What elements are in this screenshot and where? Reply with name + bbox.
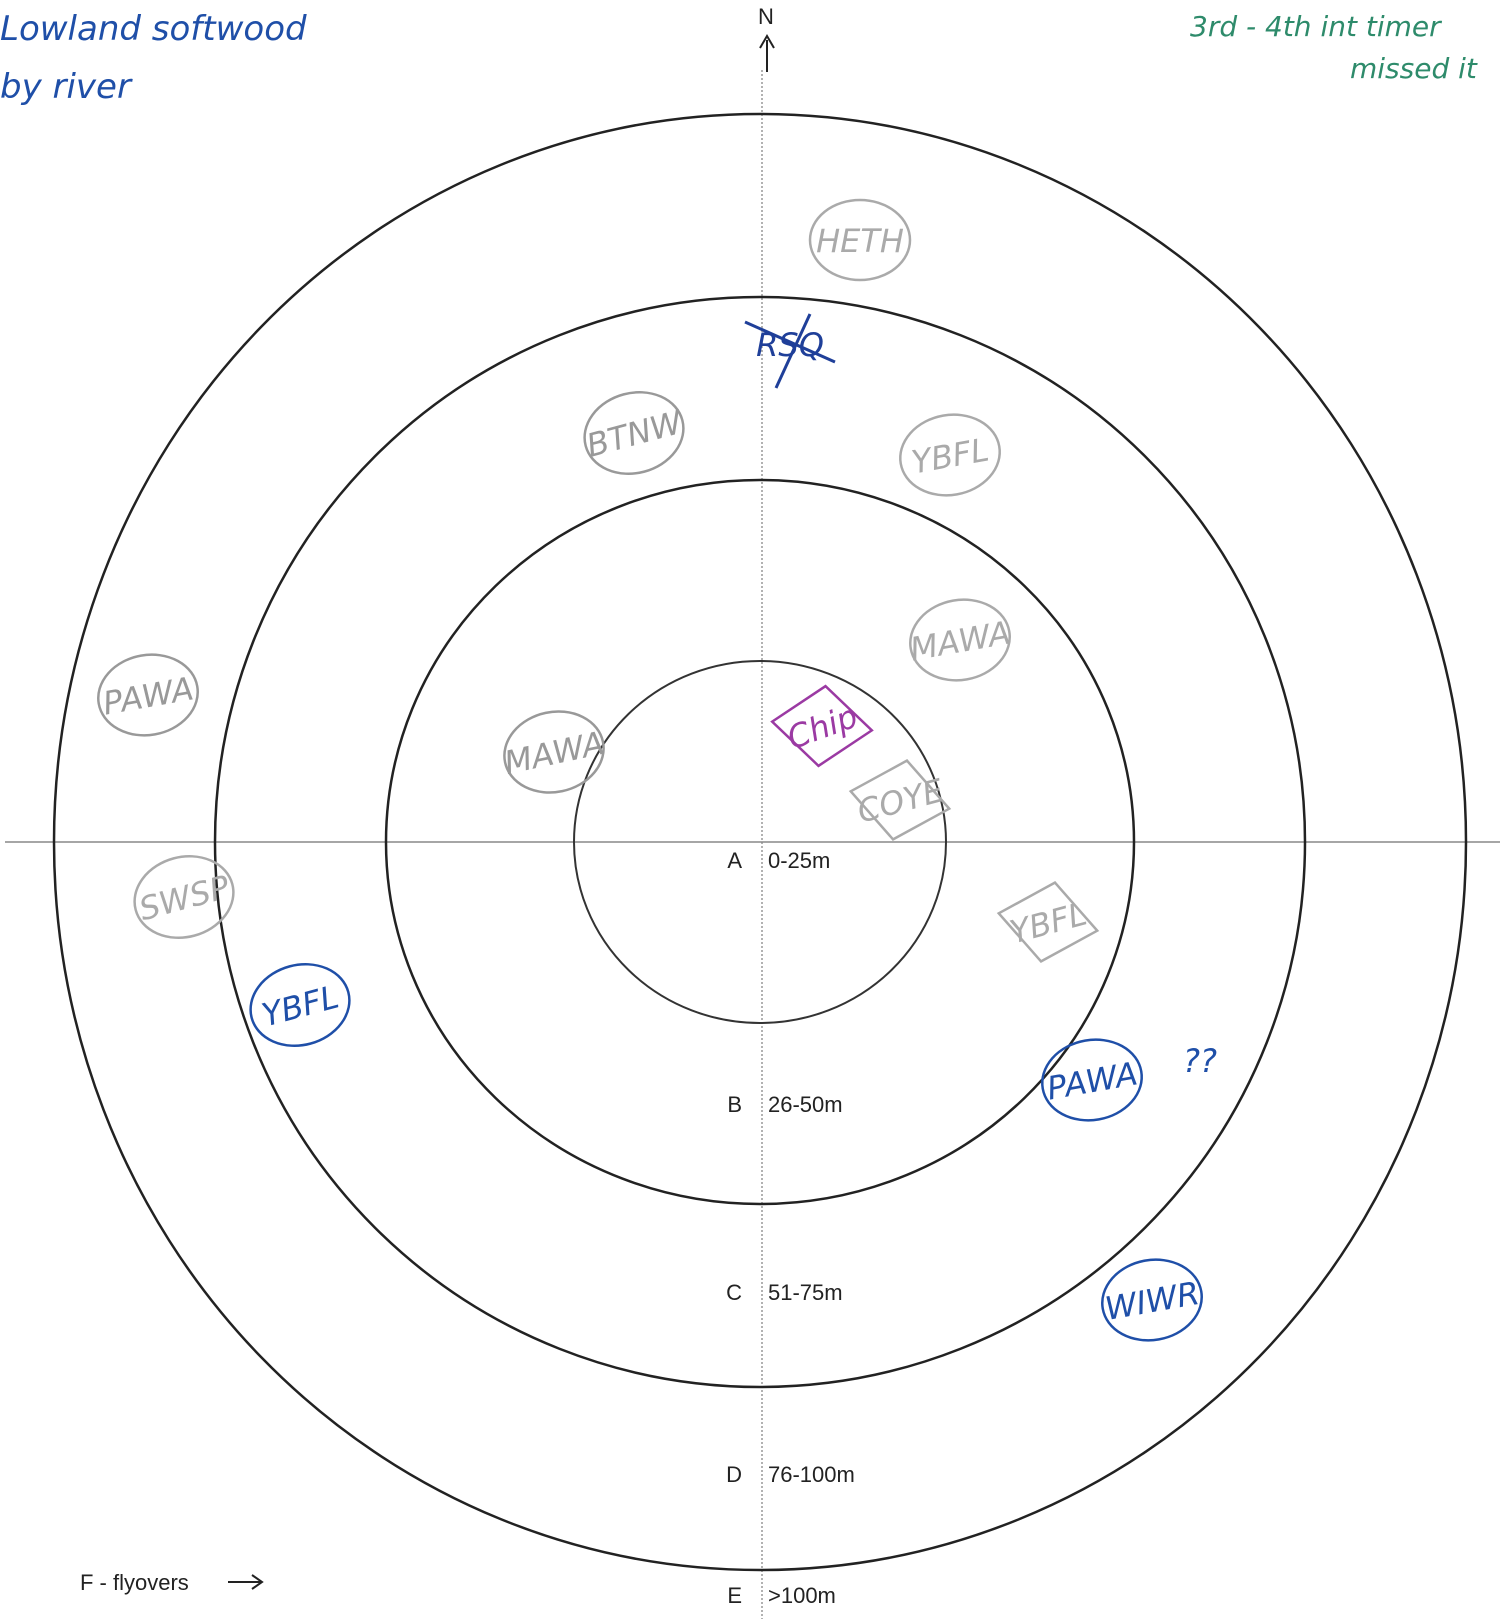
observation: MAWA bbox=[907, 598, 1013, 682]
north-label: N bbox=[758, 4, 774, 29]
observation-outline bbox=[583, 391, 685, 475]
observation: SWSP bbox=[133, 855, 235, 939]
observation-label: WIWR bbox=[1102, 1274, 1202, 1328]
observation-outline bbox=[770, 684, 874, 768]
observation: Chip bbox=[770, 684, 874, 768]
ring-letter: D bbox=[726, 1462, 742, 1487]
flyovers-arrow bbox=[228, 1574, 264, 1590]
ring-c bbox=[213, 295, 1307, 1389]
ring-range: >100m bbox=[768, 1583, 836, 1608]
ring-range: 51-75m bbox=[768, 1280, 843, 1305]
observation-outline bbox=[996, 881, 1100, 963]
ring-labels: A 0-25m B 26-50m C 51-75m D 76-100m E >100m bbox=[726, 848, 855, 1608]
habitat-note: Lowland softwood bbox=[0, 9, 307, 49]
observation-outline bbox=[249, 963, 351, 1047]
observation: YBFL bbox=[996, 881, 1100, 963]
ring-letter: A bbox=[727, 848, 742, 873]
strike bbox=[744, 320, 836, 364]
ring-letter: E bbox=[727, 1583, 742, 1608]
habitat-note: by river bbox=[0, 67, 133, 107]
observation-label: PAWA bbox=[1044, 1054, 1140, 1107]
observation-outline bbox=[909, 598, 1011, 682]
observation-label: PAWA bbox=[100, 669, 196, 722]
ring-letter: B bbox=[727, 1092, 742, 1117]
observation-label: ?? bbox=[1183, 1042, 1217, 1080]
observation: WIWR bbox=[1101, 1258, 1203, 1342]
timer-note: 3rd - 4th int timer bbox=[1190, 10, 1442, 43]
flyovers-label: F - flyovers bbox=[80, 1570, 189, 1595]
observation-outline bbox=[133, 855, 235, 939]
observation: YBFL bbox=[249, 963, 351, 1047]
strike bbox=[774, 313, 812, 389]
observation: HETH bbox=[808, 198, 912, 282]
ring-b bbox=[384, 478, 1136, 1206]
observation-label: YBFL bbox=[258, 978, 343, 1035]
observation-outline bbox=[1101, 1258, 1203, 1342]
observation: ?? bbox=[1183, 1042, 1217, 1080]
observation-label: COYE bbox=[853, 771, 948, 831]
observation: YBFL bbox=[899, 413, 1001, 497]
observation-outline bbox=[848, 759, 952, 841]
observation-outline bbox=[808, 198, 912, 282]
ring-letter: C bbox=[726, 1280, 742, 1305]
observation: COYE bbox=[848, 759, 952, 841]
observation: MAWA bbox=[501, 710, 608, 794]
observation-label: YBFL bbox=[909, 431, 992, 482]
observation-outline bbox=[899, 413, 1001, 497]
observation-outline bbox=[1041, 1038, 1143, 1122]
observation: PAWA bbox=[1041, 1038, 1143, 1122]
observation-label: MAWA bbox=[907, 614, 1013, 669]
timer-note: missed it bbox=[1350, 52, 1478, 85]
ring-a bbox=[573, 660, 947, 1024]
north-arrowhead bbox=[759, 34, 775, 49]
observation: RSQ bbox=[744, 313, 836, 389]
observation: BTNW bbox=[582, 391, 687, 475]
observation-label: MAWA bbox=[501, 724, 608, 782]
observation-outline bbox=[97, 653, 199, 737]
ring-range: 26-50m bbox=[768, 1092, 843, 1117]
ring-range: 76-100m bbox=[768, 1462, 855, 1487]
observation-label: HETH bbox=[816, 222, 904, 260]
ring-d bbox=[52, 112, 1468, 1572]
observation: PAWA bbox=[97, 653, 199, 737]
observation-outline bbox=[503, 710, 605, 794]
ring-range: 0-25m bbox=[768, 848, 830, 873]
